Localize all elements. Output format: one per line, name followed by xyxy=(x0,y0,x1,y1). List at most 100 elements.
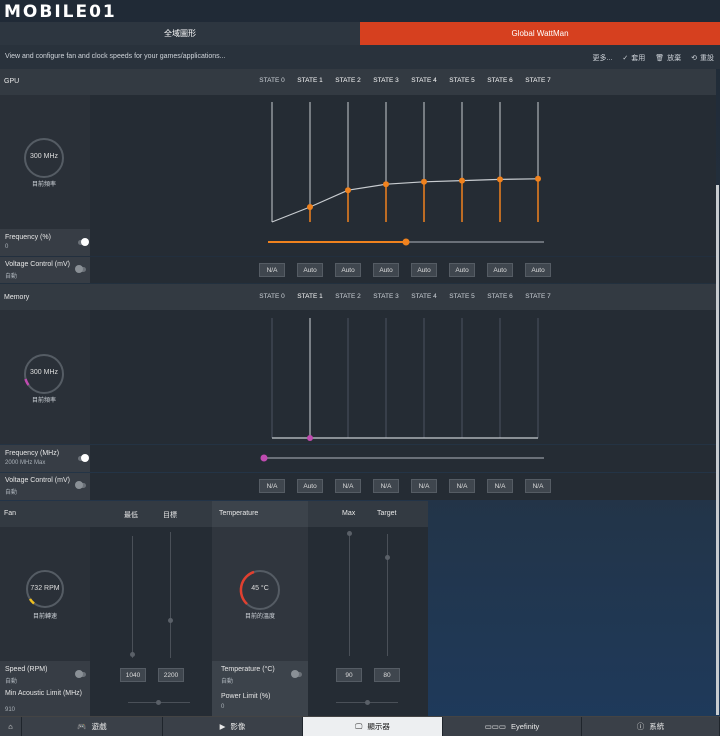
gpu-voltage-state-1[interactable]: Auto xyxy=(297,263,323,277)
discard-button[interactable]: 🗑 放棄 xyxy=(655,53,681,63)
memory-title: Memory xyxy=(4,294,30,301)
fan-speed-mode: 自動 xyxy=(5,679,18,685)
info-icon: ⓘ xyxy=(636,722,645,731)
memory-voltage-state-7[interactable]: N/A xyxy=(525,479,551,493)
fan-target-track[interactable] xyxy=(170,532,171,658)
gpu-frequency-toggle[interactable] xyxy=(78,238,89,246)
memory-gauge-label: 目前頻率 xyxy=(31,398,56,404)
check-icon: ✓ xyxy=(622,55,629,62)
memory-frequency-label: Frequency (MHz) xyxy=(5,450,60,457)
gpu-voltage-state-5[interactable]: Auto xyxy=(449,263,475,277)
memory-gauge xyxy=(24,354,64,394)
gpu-state-point-3[interactable] xyxy=(383,181,389,188)
tab-global-graphics[interactable]: 全域圖形 xyxy=(0,22,360,45)
temperature-target-track[interactable] xyxy=(387,534,388,656)
memory-graph-panel xyxy=(90,284,716,444)
temperature-gauge xyxy=(239,570,280,610)
memory-voltage-state-3[interactable]: N/A xyxy=(373,479,399,493)
gpu-voltage-toggle[interactable] xyxy=(75,265,86,273)
nav-system-label: 系統 xyxy=(649,722,665,731)
fan-speed-toggle[interactable] xyxy=(75,670,86,678)
reset-label: 重設 xyxy=(700,55,714,62)
fan-min-handle[interactable] xyxy=(130,652,135,657)
fan-min-speed-button[interactable]: 1040 xyxy=(120,668,146,682)
fan-header-left xyxy=(0,501,90,527)
temperature-gauge-label: 目前的溫度 xyxy=(244,614,275,620)
temperature-graph-panel xyxy=(308,527,428,661)
description-bar: View and configure fan and clock speeds … xyxy=(0,45,720,69)
memory-voltage-state-6[interactable]: N/A xyxy=(487,479,513,493)
nav-system[interactable]: ⓘ 系統 xyxy=(582,717,720,736)
memory-frequency-row-label-area xyxy=(0,445,90,472)
memory-gauge-value: 300 MHz xyxy=(29,369,58,376)
temperature-max-button[interactable]: 90 xyxy=(336,668,362,682)
gpu-state-point-5[interactable] xyxy=(459,177,465,184)
reset-button[interactable]: ⟲ 重設 xyxy=(691,53,714,63)
gpu-state-header-4: STATE 4 xyxy=(411,77,437,84)
nav-home[interactable]: ⌂ xyxy=(0,717,22,736)
memory-voltage-state-1[interactable]: Auto xyxy=(297,479,323,493)
gpu-voltage-state-3[interactable]: Auto xyxy=(373,263,399,277)
gpu-voltage-state-0[interactable]: N/A xyxy=(259,263,285,277)
memory-state-graph[interactable] xyxy=(254,314,554,442)
memory-voltage-state-5[interactable]: N/A xyxy=(449,479,475,493)
gpu-graph-panel xyxy=(90,69,716,229)
gpu-state-point-7[interactable] xyxy=(535,175,541,182)
memory-voltage-state-0[interactable]: N/A xyxy=(259,479,285,493)
gpu-state-point-6[interactable] xyxy=(497,176,503,183)
memory-state-point-1[interactable] xyxy=(307,435,313,441)
gpu-state-point-1[interactable] xyxy=(307,204,313,210)
temperature-toggle[interactable] xyxy=(291,670,302,678)
nav-display[interactable]: 🖵 顯示器 xyxy=(303,717,443,736)
gpu-state-point-2[interactable] xyxy=(345,187,351,194)
nav-video-label: 影像 xyxy=(230,722,246,731)
memory-voltage-row-area xyxy=(90,473,716,500)
memory-voltage-state-4[interactable]: N/A xyxy=(411,479,437,493)
gpu-frequency-slider[interactable] xyxy=(266,236,546,248)
gpu-voltage-state-4[interactable]: Auto xyxy=(411,263,437,277)
gpu-state-header-1: STATE 1 xyxy=(297,77,323,84)
gpu-slider-handle[interactable] xyxy=(402,238,410,246)
fan-col-target: 目標 xyxy=(163,512,177,519)
memory-voltage-mode: 自動 xyxy=(5,490,18,496)
memory-frequency-slider[interactable] xyxy=(260,452,546,464)
gpu-state-header-2: STATE 2 xyxy=(335,77,361,84)
fan-target-speed-button[interactable]: 2200 xyxy=(158,668,184,682)
apply-button[interactable]: ✓ 套用 xyxy=(622,53,645,63)
more-button[interactable]: 更多... xyxy=(593,53,613,63)
memory-voltage-toggle[interactable] xyxy=(75,481,86,489)
fan-target-handle[interactable] xyxy=(168,618,173,623)
memory-state-header-6: STATE 6 xyxy=(487,293,513,300)
fan-speed-row-area xyxy=(90,661,212,688)
power-limit-value: 0 xyxy=(221,704,225,710)
power-limit-handle[interactable] xyxy=(365,700,370,705)
gpu-gauge-value: 300 MHz xyxy=(29,153,58,160)
temperature-target-handle[interactable] xyxy=(385,555,390,560)
temperature-col-max: Max xyxy=(342,510,356,517)
temperature-max-handle[interactable] xyxy=(347,531,352,536)
nav-eyefinity[interactable]: ▭▭▭ Eyefinity xyxy=(443,717,582,736)
temperature-max-track[interactable] xyxy=(349,534,350,656)
scrollbar[interactable] xyxy=(716,185,719,715)
gpu-voltage-state-2[interactable]: Auto xyxy=(335,263,361,277)
temperature-target-button[interactable]: 80 xyxy=(374,668,400,682)
nav-gaming[interactable]: 🎮 遊戲 xyxy=(22,717,163,736)
nav-video[interactable]: ▶ 影像 xyxy=(163,717,303,736)
tab-global-wattman[interactable]: Global WattMan xyxy=(360,22,720,45)
gpu-state-point-4[interactable] xyxy=(421,178,427,185)
gpu-voltage-state-7[interactable]: Auto xyxy=(525,263,551,277)
memory-frequency-toggle[interactable] xyxy=(78,454,89,462)
memory-voltage-state-2[interactable]: N/A xyxy=(335,479,361,493)
gpu-voltage-label: Voltage Control (mV) xyxy=(5,261,70,268)
mobile01-logo: MOBILE01 xyxy=(4,2,117,22)
gpu-state-graph[interactable] xyxy=(254,98,554,224)
trash-icon: 🗑 xyxy=(655,55,665,62)
gpu-frequency-row-label-area xyxy=(0,229,90,256)
gpu-voltage-row-area xyxy=(90,257,716,283)
memory-slider-handle[interactable] xyxy=(260,454,268,462)
gamepad-icon: 🎮 xyxy=(77,722,87,731)
fan-acoustic-handle[interactable] xyxy=(156,700,161,705)
fan-min-track[interactable] xyxy=(132,536,133,658)
temperature-row-area xyxy=(308,661,428,688)
gpu-voltage-state-6[interactable]: Auto xyxy=(487,263,513,277)
